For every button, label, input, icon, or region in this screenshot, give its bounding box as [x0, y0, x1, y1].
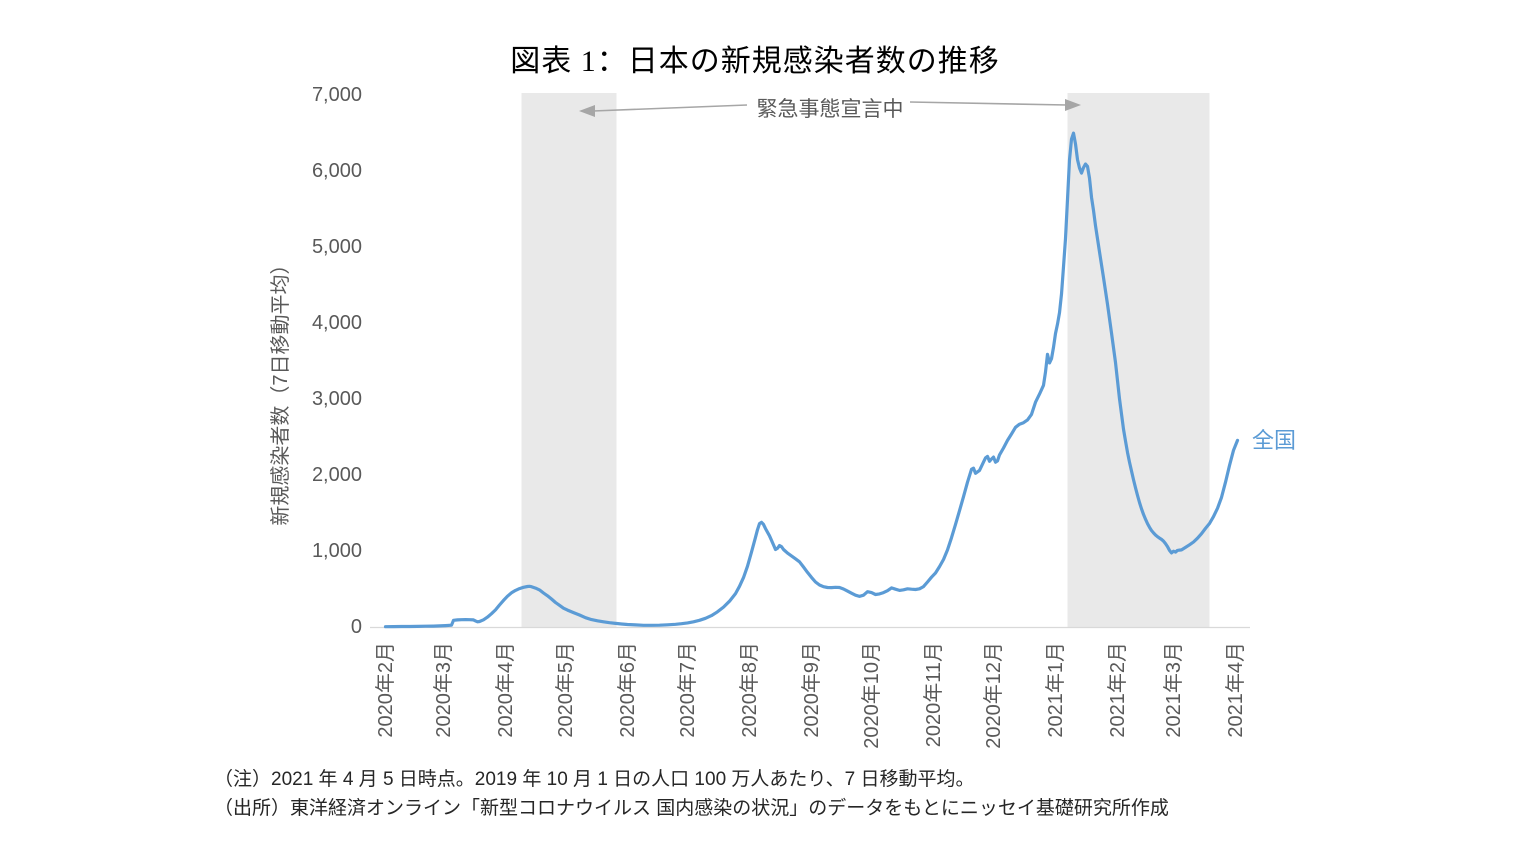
state-of-emergency-band [521, 93, 617, 628]
y-tick-label: 2,000 [311, 464, 362, 486]
x-tick-label: 2020年10月 [860, 642, 883, 749]
x-tick-label: 2020年3月 [432, 642, 455, 738]
x-tick-label: 2020年2月 [374, 642, 397, 738]
x-tick-label: 2021年1月 [1044, 642, 1067, 738]
plot-area [370, 93, 1250, 629]
state-of-emergency-annotation: 緊急事態宣言中 [756, 98, 904, 121]
footnote-source: （出所）東洋経済オンライン「新型コロナウイルス 国内感染の状況」のデータをもとに… [214, 798, 1169, 819]
series-line-全国 [383, 131, 1240, 629]
x-tick-label: 2021年3月 [1162, 642, 1185, 738]
x-tick-label: 2020年5月 [554, 642, 577, 738]
annotation-arrow [1065, 99, 1081, 111]
x-tick-label: 2020年9月 [800, 642, 823, 738]
x-tick-label: 2020年12月 [982, 642, 1005, 749]
x-tick-label: 2020年4月 [494, 642, 517, 738]
y-tick-label: 5,000 [311, 236, 362, 258]
x-tick-label: 2021年4月 [1224, 642, 1247, 738]
chart-title: 図表 1：日本の新規感染者数の推移 [510, 45, 1000, 78]
y-tick-label: 4,000 [311, 312, 362, 334]
x-tick-label: 2020年11月 [922, 642, 945, 748]
x-tick-label: 2021年2月 [1106, 642, 1129, 738]
y-tick-label: 3,000 [311, 388, 362, 410]
footnote-note: （注）2021 年 4 月 5 日時点。2019 年 10 月 1 日の人口 1… [214, 769, 975, 790]
series-label-zenkoku: 全国 [1252, 428, 1297, 453]
x-tick-label: 2020年6月 [616, 642, 639, 738]
y-tick-label: 0 [350, 616, 362, 638]
x-tick-label: 2020年8月 [738, 642, 761, 738]
y-tick-label: 1,000 [311, 540, 362, 562]
y-tick-label: 6,000 [311, 160, 362, 182]
x-tick-label: 2020年7月 [676, 642, 699, 738]
y-tick-label: 7,000 [311, 84, 362, 106]
